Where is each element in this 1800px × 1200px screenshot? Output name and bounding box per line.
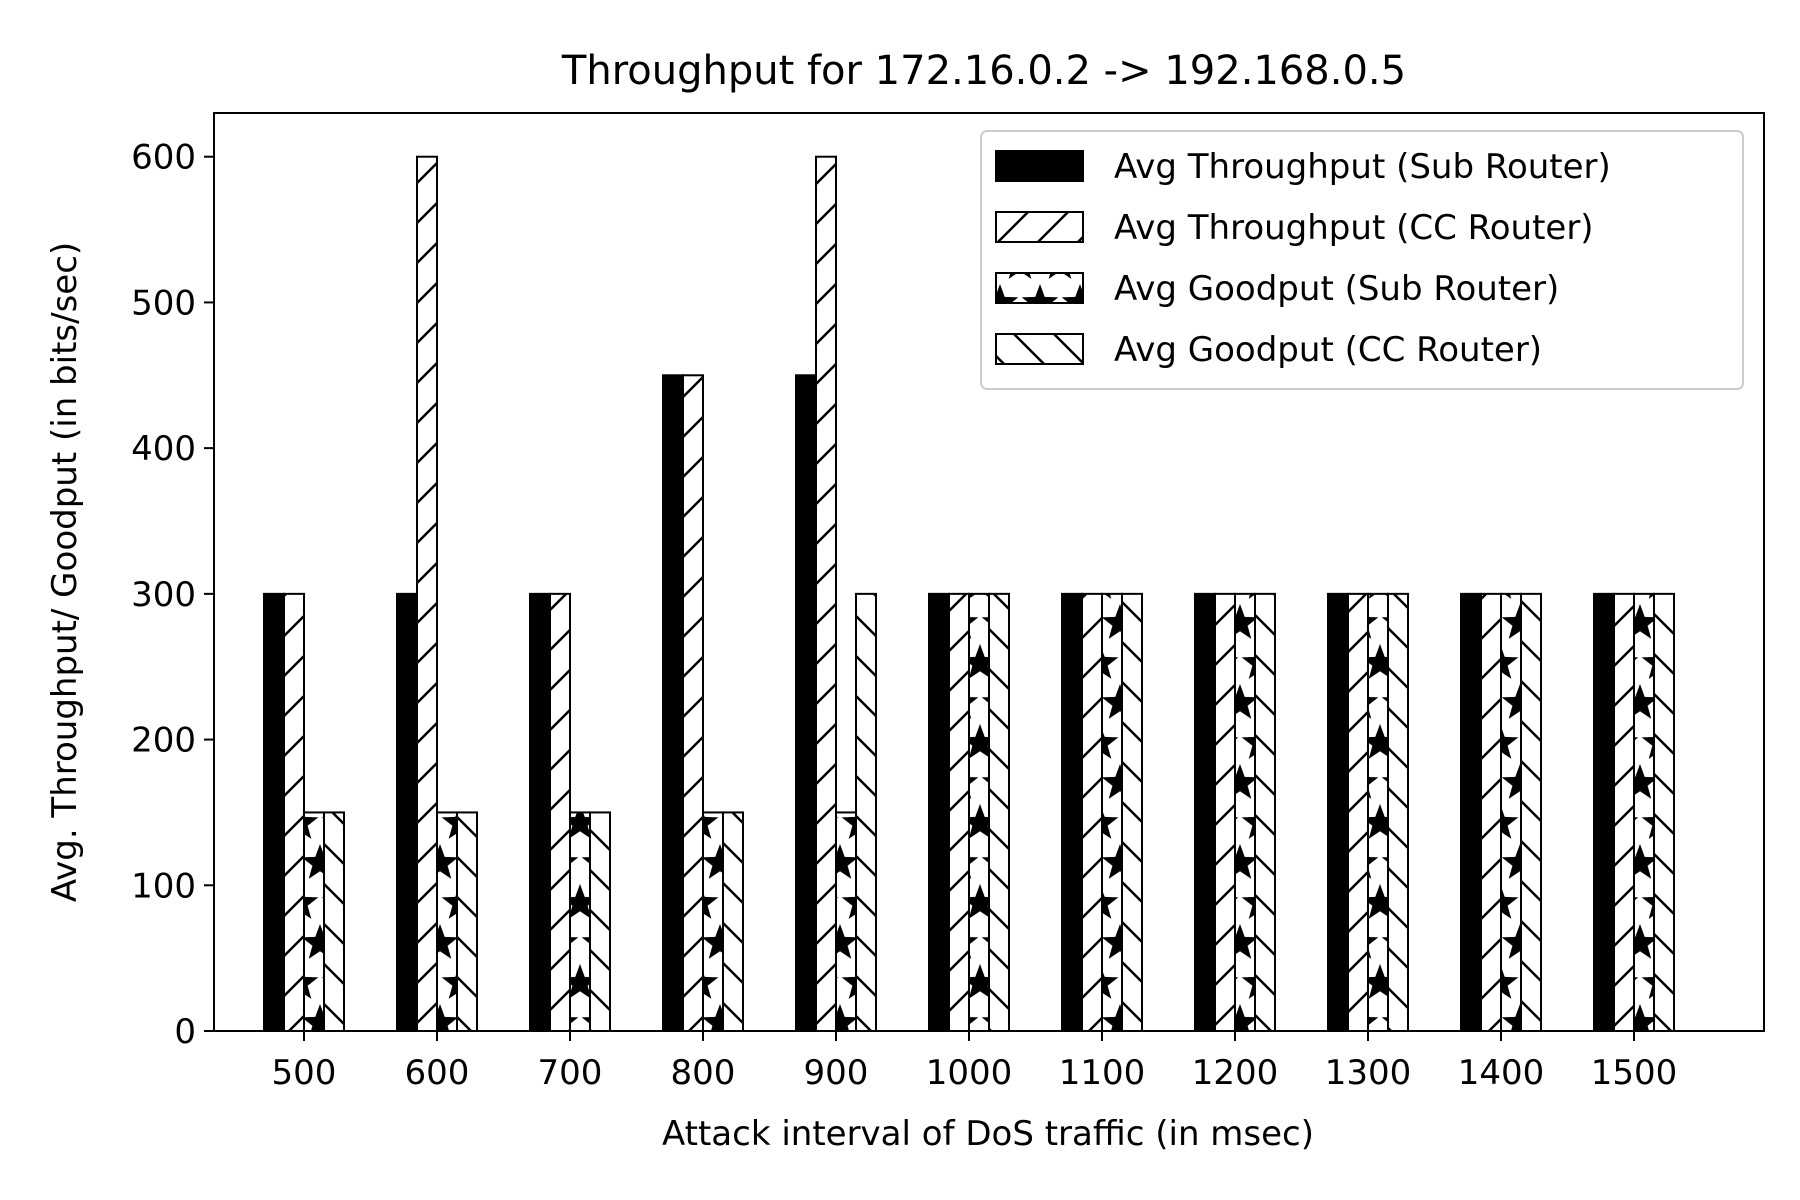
x-tick-label: 1200 (1192, 1053, 1279, 1093)
bar-4-500 (323, 811, 345, 1033)
y-axis-label: Avg. Throughput/ Goodput (in bits/sec) (45, 242, 85, 902)
y-axis: 0 100 200 300 400 500 600 (131, 138, 214, 1052)
bar-2-1400 (1480, 592, 1502, 1032)
x-tick-label: 600 (405, 1053, 470, 1093)
bar-3-800 (702, 811, 724, 1033)
bar-3-1400 (1500, 592, 1522, 1032)
bar-3-1200 (1234, 592, 1256, 1032)
bar-3-1500 (1633, 592, 1655, 1032)
y-tick-label: 300 (131, 575, 196, 615)
bar-3-1300 (1367, 592, 1389, 1032)
bar-2-900 (815, 155, 837, 1032)
bar-1-1000 (928, 592, 950, 1032)
x-tick-label: 800 (671, 1053, 736, 1093)
bar-4-1100 (1121, 592, 1143, 1032)
bar-4-1000 (988, 592, 1010, 1032)
legend-label-2: Avg Throughput (CC Router) (1114, 208, 1594, 248)
bar-4-1200 (1254, 592, 1276, 1032)
bar-1-800 (662, 374, 684, 1032)
bar-1-1400 (1460, 592, 1482, 1032)
plot-area-frame (213, 112, 1765, 1032)
legend: Avg Throughput (Sub Router) Avg Throughpu… (980, 130, 1744, 390)
y-tick-label: 0 (174, 1012, 196, 1052)
bar-4-800 (722, 811, 744, 1033)
bar-1-900 (795, 374, 817, 1032)
legend-label-4: Avg Goodput (CC Router) (1114, 330, 1542, 370)
legend-frame (980, 130, 1744, 390)
x-tick-label: 1100 (1059, 1053, 1146, 1093)
bar-3-900 (835, 811, 857, 1033)
bars-group (263, 155, 1675, 1033)
x-tick-label: 1300 (1325, 1053, 1412, 1093)
bar-2-700 (549, 592, 571, 1032)
bar-3-1100 (1101, 592, 1123, 1032)
bar-4-1300 (1387, 592, 1409, 1032)
bar-2-1500 (1613, 592, 1635, 1032)
bar-1-1300 (1327, 592, 1349, 1032)
bar-1-1100 (1061, 592, 1083, 1032)
bar-3-600 (436, 811, 458, 1033)
bar-2-500 (283, 592, 305, 1032)
y-tick-label: 200 (131, 721, 196, 761)
bar-2-1000 (948, 592, 970, 1032)
bar-2-1200 (1214, 592, 1236, 1032)
bar-4-1400 (1520, 592, 1542, 1032)
x-tick-label: 700 (538, 1053, 603, 1093)
legend-swatch-1 (995, 150, 1084, 182)
bar-4-600 (456, 811, 478, 1033)
x-tick-label: 1500 (1591, 1053, 1678, 1093)
y-tick-label: 100 (131, 866, 196, 906)
x-tick-label: 1000 (926, 1053, 1013, 1093)
legend-swatch-4 (995, 333, 1084, 365)
x-tick-label: 1400 (1458, 1053, 1545, 1093)
bar-1-700 (529, 592, 551, 1032)
x-tick-label: 900 (804, 1053, 869, 1093)
bar-1-1500 (1593, 592, 1615, 1032)
x-axis-label: Attack interval of DoS traffic (in msec) (662, 1114, 1314, 1154)
y-tick-label: 400 (131, 429, 196, 469)
bar-2-600 (416, 155, 438, 1032)
bar-4-1500 (1653, 592, 1675, 1032)
x-tick-label: 500 (272, 1053, 337, 1093)
bar-3-700 (569, 811, 591, 1033)
legend-swatch-3 (995, 272, 1084, 304)
bar-2-1300 (1347, 592, 1369, 1032)
bar-1-500 (263, 592, 285, 1032)
bar-2-800 (682, 374, 704, 1032)
bar-1-1200 (1194, 592, 1216, 1032)
bar-1-600 (396, 592, 418, 1032)
bar-3-1000 (968, 592, 990, 1032)
y-tick-label: 600 (131, 138, 196, 178)
legend-swatch-2 (995, 211, 1084, 243)
bar-4-700 (589, 811, 611, 1033)
legend-label-1: Avg Throughput (Sub Router) (1114, 147, 1611, 187)
y-tick-label: 500 (131, 283, 196, 323)
bar-2-1100 (1081, 592, 1103, 1032)
x-axis: 500 600 700 800 900 1000 1100 1200 1300 1400 1500 (272, 1031, 1678, 1093)
bar-4-900 (855, 592, 877, 1032)
chart-title: Throughput for 172.16.0.2 -> 192.168.0.5 (561, 48, 1406, 94)
legend-label-3: Avg Goodput (Sub Router) (1114, 269, 1559, 309)
bar-3-500 (303, 811, 325, 1033)
